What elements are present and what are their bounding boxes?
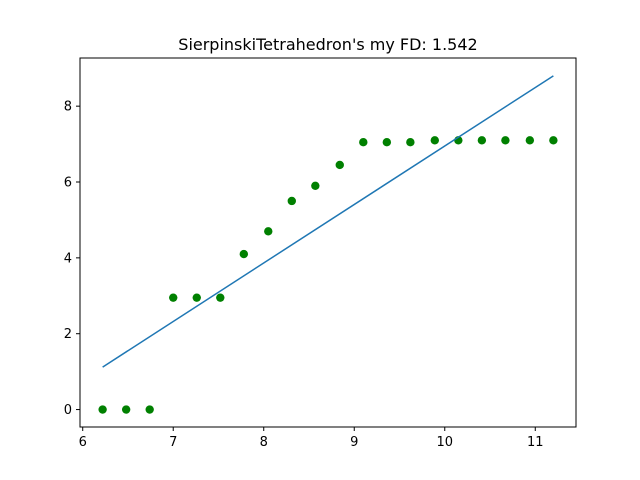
data-point	[359, 137, 368, 147]
data-point	[216, 293, 225, 302]
x-tick-label: 8	[260, 435, 268, 450]
plot-area	[98, 75, 558, 414]
y-axis: 0 2 4 6 8	[64, 100, 80, 418]
data-point	[169, 293, 178, 302]
y-tick-label: 4	[64, 251, 72, 266]
data-point	[239, 249, 249, 259]
data-point	[145, 405, 154, 414]
data-point	[264, 227, 273, 236]
data-point	[287, 196, 296, 206]
data-point	[335, 160, 344, 170]
x-tick-label: 9	[350, 435, 358, 450]
data-point	[549, 136, 558, 145]
x-tick-label: 6	[79, 435, 87, 450]
x-axis: 6 7 8 9 10 11	[79, 427, 544, 450]
y-tick-label: 8	[64, 100, 72, 115]
fit-line	[102, 75, 554, 368]
chart-title: SierpinskiTetrahedron's my FD: 1.542	[178, 35, 477, 54]
data-point	[525, 136, 535, 145]
data-point	[121, 405, 131, 414]
y-tick-label: 2	[64, 327, 72, 342]
data-point	[430, 136, 440, 145]
x-tick-label: 11	[527, 435, 544, 450]
data-point	[311, 181, 320, 191]
y-tick-label: 6	[64, 176, 72, 191]
data-point	[406, 137, 415, 147]
data-point	[477, 136, 487, 145]
data-point	[382, 137, 392, 147]
data-point	[501, 136, 510, 145]
axes-frame	[79, 57, 577, 428]
x-tick-label: 7	[169, 435, 177, 450]
data-point	[98, 405, 107, 414]
y-tick-label: 0	[64, 403, 72, 418]
data-point	[192, 293, 201, 302]
x-tick-label: 10	[436, 435, 453, 450]
